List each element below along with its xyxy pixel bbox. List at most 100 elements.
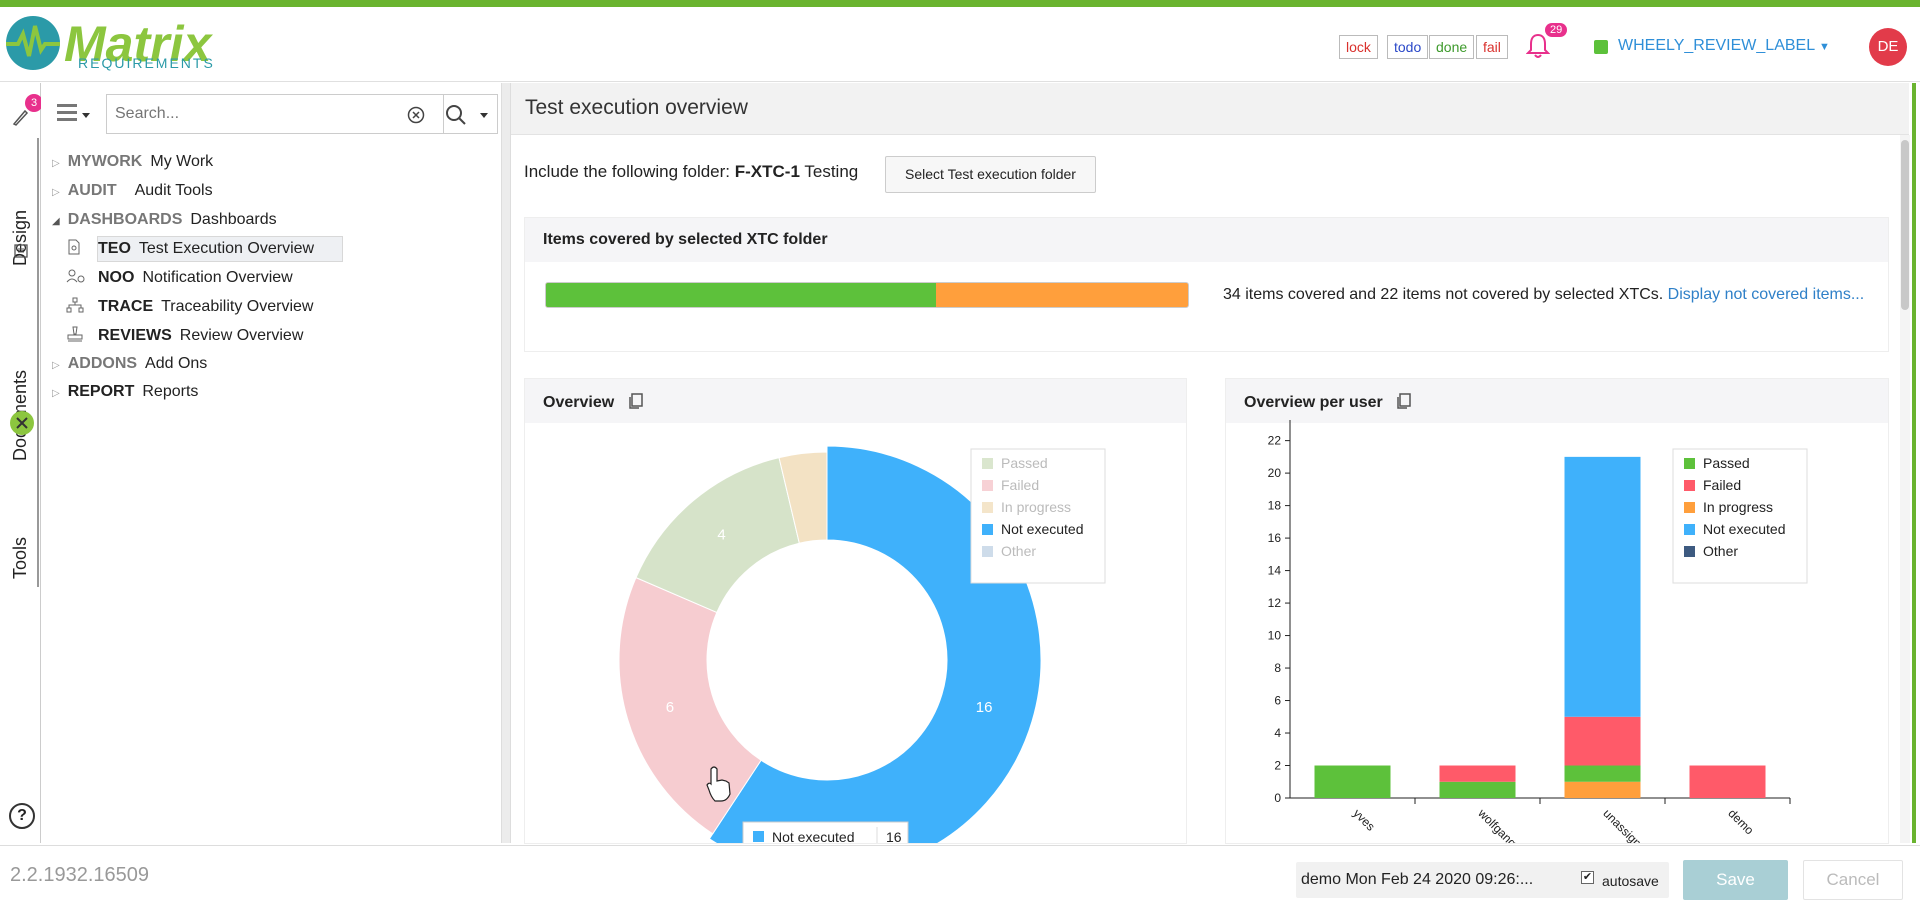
panel-resize-handle[interactable] — [501, 83, 511, 843]
overview-panel: Overview 16 6 4 Passed Failed In progress Not … — [524, 378, 1187, 844]
todo-tag[interactable]: todo — [1387, 35, 1429, 59]
y-tick-label: 4 — [1274, 726, 1281, 740]
tree-item-audit[interactable]: ▷ AUDIT Audit Tools — [52, 179, 213, 203]
legend-label[interactable]: Not executed — [1001, 521, 1084, 537]
y-tick-label: 0 — [1274, 791, 1281, 805]
done-tag[interactable]: done — [1429, 35, 1475, 59]
y-tick-label: 10 — [1268, 629, 1282, 643]
legend-label[interactable]: Not executed — [1703, 521, 1786, 537]
cancel-button[interactable]: Cancel — [1803, 860, 1903, 900]
document-icon — [14, 244, 28, 258]
bar-segment-failed[interactable] — [1689, 765, 1766, 798]
legend-label[interactable]: Failed — [1703, 477, 1741, 493]
label-dropdown[interactable]: WHEELY_REVIEW_LABEL ▼ — [1618, 37, 1830, 55]
tab-documents[interactable]: Documents — [4, 273, 39, 468]
bar-segment-passed[interactable] — [1439, 781, 1516, 798]
scrollbar-thumb[interactable] — [1901, 140, 1909, 310]
per-user-panel-header: Overview per user — [1226, 379, 1888, 423]
donut-slice-failed[interactable] — [618, 576, 762, 835]
legend-label[interactable]: Passed — [1703, 455, 1750, 471]
folder-name: Testing — [804, 162, 859, 181]
user-notification-icon — [66, 269, 85, 283]
tree-item-noo[interactable]: NOO Notification Overview — [66, 266, 293, 290]
legend-swatch — [1684, 546, 1695, 557]
donut-legend: Passed Failed In progress Not executed Other — [970, 448, 1106, 584]
legend-label[interactable]: In progress — [1703, 499, 1773, 515]
clear-search-icon[interactable] — [407, 106, 425, 124]
legend-label[interactable]: Other — [1703, 543, 1738, 559]
search-button[interactable] — [444, 94, 498, 134]
tab-tools[interactable]: Tools — [4, 439, 39, 587]
logo-text: Matrix — [64, 16, 212, 72]
lock-tag[interactable]: lock — [1339, 35, 1378, 59]
bar-segment-failed[interactable] — [1564, 716, 1641, 766]
tree-item-addons[interactable]: ▷ ADDONS Add Ons — [52, 352, 207, 376]
tree-item-teo[interactable]: TEO Test Execution Overview — [66, 237, 314, 261]
collapse-arrow-icon: ◢ — [52, 216, 60, 227]
legend-box — [970, 448, 1106, 584]
bar-segment-passed[interactable] — [1564, 765, 1641, 782]
tree-item-dashboards[interactable]: ◢ DASHBOARDS Dashboards — [52, 208, 277, 232]
legend-label[interactable]: Other — [1001, 543, 1036, 559]
tree-item-reviews[interactable]: REVIEWS Review Overview — [66, 324, 303, 348]
copy-icon[interactable] — [1395, 392, 1413, 410]
tree-item-key: MYWORK — [67, 153, 143, 170]
tree-item-label: Reports — [142, 383, 199, 400]
tree-item-label: Review Overview — [179, 327, 304, 344]
autosave-checkbox[interactable]: ✔ — [1581, 871, 1594, 884]
overview-title: Overview — [543, 394, 615, 411]
display-not-covered-link[interactable]: Display not covered items... — [1667, 286, 1865, 303]
navigation-tree-panel — [41, 83, 501, 843]
legend-swatch — [982, 458, 993, 469]
page-title-bar: Test execution overview — [511, 83, 1909, 135]
coverage-panel-title: Items covered by selected XTC folder — [525, 218, 1888, 262]
tree-selection-highlight — [97, 236, 343, 262]
bar-segment-in-progress[interactable] — [1564, 781, 1641, 798]
legend-box — [1672, 448, 1808, 584]
avatar[interactable]: DE — [1869, 28, 1907, 66]
legend-label[interactable]: In progress — [1001, 499, 1071, 515]
legend-swatch — [982, 480, 993, 491]
tree-item-key: TRACE — [98, 298, 154, 315]
donut-slice-in-progress[interactable] — [778, 451, 828, 544]
hand-cursor-icon — [706, 766, 731, 802]
bar-segment-passed[interactable] — [1314, 765, 1391, 798]
help-button[interactable]: ? — [9, 803, 35, 829]
accent-right-edge — [1912, 83, 1916, 843]
app-header: Matrix REQUIREMENTS lock todo done fail … — [0, 7, 1920, 82]
coverage-progress-fill — [546, 283, 936, 307]
fail-tag[interactable]: fail — [1476, 35, 1508, 59]
tree-item-trace[interactable]: TRACE Traceability Overview — [66, 295, 313, 319]
legend-label[interactable]: Passed — [1001, 455, 1048, 471]
tree-item-key: REVIEWS — [98, 327, 172, 344]
autosave-label: autosave — [1602, 873, 1659, 889]
per-user-panel: Overview per user 0 2 4 6 8 10 12 14 16 18 20 22 yve… — [1225, 378, 1889, 844]
x-tick-label: wolfgang — [1475, 806, 1520, 844]
hamburger-menu-button[interactable] — [54, 100, 94, 133]
coverage-text: 34 items covered and 22 items not covere… — [1223, 286, 1664, 303]
folder-selection-text: Include the following folder: F-XTC-1 Te… — [524, 162, 858, 182]
coverage-progress-bar — [545, 282, 1189, 308]
tree-item-mywork[interactable]: ▷ MYWORK My Work — [52, 150, 213, 174]
menu-icon — [57, 104, 90, 121]
select-folder-button[interactable]: Select Test execution folder — [885, 156, 1096, 193]
copy-icon[interactable] — [627, 392, 645, 410]
tree-item-label: Traceability Overview — [161, 298, 314, 315]
search-input[interactable] — [107, 95, 387, 133]
legend-label[interactable]: Failed — [1001, 477, 1039, 493]
file-icon — [68, 239, 80, 255]
bell-icon[interactable] — [1526, 33, 1550, 59]
search-icon — [446, 105, 488, 125]
y-tick-label: 8 — [1274, 661, 1281, 675]
donut-data-label: 4 — [717, 526, 725, 543]
search-box — [106, 94, 444, 134]
y-tick-label: 2 — [1274, 759, 1281, 773]
save-button[interactable]: Save — [1683, 860, 1788, 900]
main-scrollbar[interactable] — [1900, 135, 1910, 843]
bar-segment-not-executed[interactable] — [1564, 456, 1641, 717]
tab-design[interactable]: Design — [4, 138, 39, 298]
tools-icon — [10, 411, 34, 435]
x-tick-label: unassigned — [1600, 806, 1653, 844]
bar-segment-failed[interactable] — [1439, 765, 1516, 782]
tree-item-report[interactable]: ▷ REPORT Reports — [52, 380, 198, 404]
